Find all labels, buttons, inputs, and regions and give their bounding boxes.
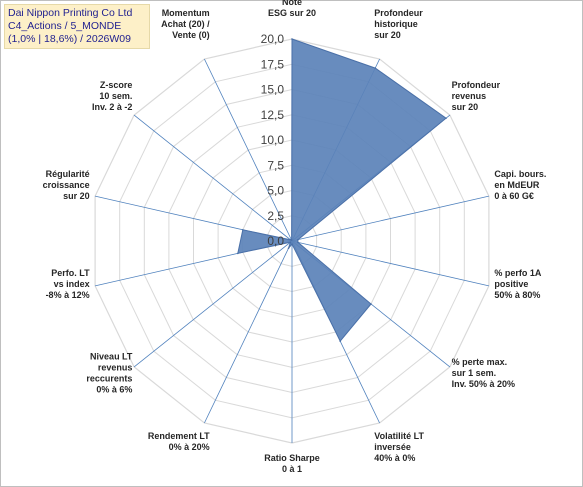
axis-label-12: Z-score 10 sem. Inv. 2 à -2 (92, 80, 132, 112)
title-line-3: (1,0% | 18,6%) / 2026W09 (8, 33, 131, 45)
tick-label: 2,5 (267, 209, 284, 223)
title-line-1: Dai Nippon Printing Co Ltd (8, 7, 133, 19)
axis-label-line: Z-score (100, 80, 133, 90)
axis-label-line: 0% à 20% (169, 442, 210, 452)
series-point-13 (290, 239, 293, 241)
axis-label-line: vs index (54, 279, 90, 289)
series-layer (237, 38, 447, 343)
axis-label-line: Achat (20) / (161, 19, 210, 29)
axis-label-line: Profondeur (374, 8, 423, 18)
axis-label-line: Profondeur (452, 80, 501, 90)
axis-label-7: Ratio Sharpe 0 à 1 (264, 453, 320, 474)
tick-label: 7,5 (267, 158, 284, 172)
tick-label: 10,0 (261, 133, 285, 147)
axis-label-line: croissance (43, 180, 90, 190)
axis-label-6: Volatilité LT inversée 40% à 0% (374, 431, 424, 463)
series-point-5 (370, 303, 372, 305)
axis-label-line: Niveau LT (90, 351, 133, 361)
series-point-3 (297, 238, 299, 241)
tick-label: 15,0 (261, 83, 285, 97)
series-point-6 (339, 340, 342, 342)
tick-label-layer: 0,0 2,5 5,0 7,5 10,0 12,5 15,0 17,5 20,0 (261, 32, 285, 248)
axis-label-line: historique (374, 19, 418, 29)
tick-label: 17,5 (261, 57, 285, 71)
axis-label-line: Régularité (46, 169, 90, 179)
axis-label-line: 0 à 1 (282, 464, 302, 474)
axis-label-line: Note (282, 0, 302, 7)
axis-spoke-13 (204, 58, 293, 242)
series-point-2 (445, 117, 447, 119)
axis-label-line: revenus (452, 91, 487, 101)
axis-label-2: Profondeur revenus sur 20 (452, 80, 501, 112)
series-point-0 (291, 38, 293, 40)
series-point-1 (374, 67, 377, 69)
tick-label: 20,0 (261, 32, 285, 46)
series-point-11 (242, 229, 244, 231)
axis-label-4: % perfo 1A positive 50% à 80% (494, 268, 542, 300)
axis-spoke-12 (133, 114, 293, 242)
axis-label-line: Momentum (162, 8, 210, 18)
tick-label: 12,5 (261, 108, 285, 122)
axis-label-0: Note ESG sur 20 (268, 0, 316, 18)
axis-label-line: -8% à 12% (46, 290, 90, 300)
axis-label-line: Inv. 2 à -2 (92, 102, 132, 112)
axis-label-line: Rendement LT (148, 431, 210, 441)
axis-spoke-4 (291, 240, 489, 287)
axis-label-line: sur 20 (374, 30, 401, 40)
axis-label-line: Volatilité LT (374, 431, 424, 441)
title-line-2: C4_Actions / 5_MONDE (8, 20, 122, 32)
axis-spoke-9 (133, 240, 293, 368)
axis-label-line: sur 20 (63, 191, 90, 201)
axis-label-line: 40% à 0% (374, 453, 415, 463)
axis-label-line: 10 sem. (99, 91, 132, 101)
axis-label-line: Inv. 50% à 20% (452, 379, 515, 389)
series-point-10 (237, 252, 239, 255)
axis-label-line: reccurents (86, 373, 132, 383)
axis-label-1: Profondeur historique sur 20 (374, 8, 423, 40)
series-point-4 (297, 241, 299, 244)
tick-label: 5,0 (267, 184, 284, 198)
axis-label-13: Momentum Achat (20) / Vente (0) (161, 8, 210, 40)
series-point-8 (287, 247, 290, 250)
axis-label-5: % perte max. sur 1 sem. Inv. 50% à 20% (452, 357, 515, 389)
axis-label-10: Perfo. LT vs index -8% à 12% (46, 268, 91, 300)
axis-label-line: % perte max. (452, 357, 508, 367)
axis-label-line: positive (494, 279, 528, 289)
axis-label-line: en MdEUR (494, 180, 540, 190)
series-point-7 (291, 243, 293, 245)
axis-label-8: Rendement LT 0% à 20% (148, 431, 210, 452)
axis-label-line: ESG sur 20 (268, 8, 316, 18)
series-point-9 (289, 241, 292, 244)
axis-label-line: Capi. bours. (494, 169, 546, 179)
axis-spoke-3 (291, 195, 489, 242)
axis-label-line: inversée (374, 442, 411, 452)
axis-label-line: % perfo 1A (494, 268, 542, 278)
axis-label-layer: Note ESG sur 20 Profondeur historique sur 20… (43, 0, 547, 474)
axis-label-line: sur 20 (452, 102, 479, 112)
axis-label-line: Vente (0) (172, 30, 210, 40)
axis-label-3: Capi. bours. en MdEUR 0 à 60 G€ (494, 169, 546, 201)
tick-label: 0,0 (267, 234, 284, 248)
axis-label-line: 0 à 60 G€ (494, 191, 534, 201)
axis-label-line: 0% à 6% (96, 384, 132, 394)
chart-title-box: Dai Nippon Printing Co Ltd C4_Actions / … (4, 4, 150, 49)
axis-spoke-8 (204, 240, 293, 424)
axis-label-line: Ratio Sharpe (264, 453, 320, 463)
axis-label-line: Perfo. LT (51, 268, 90, 278)
axis-label-9: Niveau LT revenus reccurents 0% à 6% (86, 351, 133, 394)
axis-label-line: revenus (98, 362, 133, 372)
axis-label-line: 50% à 80% (494, 290, 540, 300)
axis-label-11: Régularité croissance sur 20 (43, 169, 90, 201)
axis-label-line: sur 1 sem. (452, 368, 497, 378)
